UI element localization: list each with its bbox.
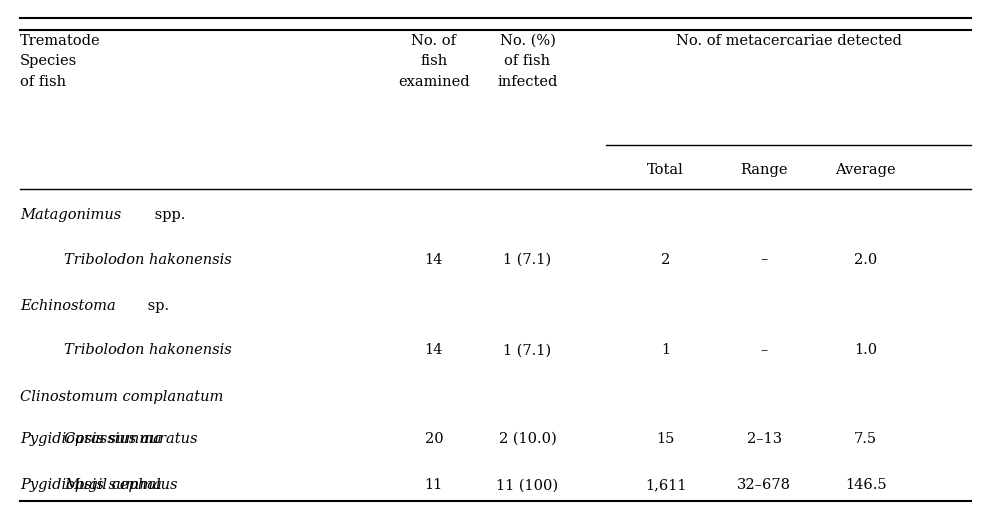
Text: Tribolodon hakonensis: Tribolodon hakonensis bbox=[64, 344, 232, 357]
Text: 14: 14 bbox=[425, 253, 443, 266]
Text: 2–13: 2–13 bbox=[746, 432, 782, 445]
Text: Pygidiopsis summa: Pygidiopsis summa bbox=[20, 432, 162, 445]
Text: Total: Total bbox=[647, 163, 684, 177]
Text: 2.0: 2.0 bbox=[854, 253, 878, 266]
Text: 20: 20 bbox=[425, 432, 443, 445]
Text: No. (%)
of fish
infected: No. (%) of fish infected bbox=[497, 34, 558, 89]
Text: 1.0: 1.0 bbox=[854, 344, 878, 357]
Text: spp.: spp. bbox=[151, 209, 185, 222]
Text: Clinostomum complanatum: Clinostomum complanatum bbox=[20, 390, 223, 404]
Text: 32–678: 32–678 bbox=[738, 479, 791, 492]
Text: Matagonimus: Matagonimus bbox=[20, 209, 121, 222]
Text: 1: 1 bbox=[661, 344, 670, 357]
Text: 1 (7.1): 1 (7.1) bbox=[504, 253, 551, 266]
Text: Average: Average bbox=[835, 163, 896, 177]
Text: Tribolodon hakonensis: Tribolodon hakonensis bbox=[64, 253, 232, 266]
Text: No. of metacercariae detected: No. of metacercariae detected bbox=[675, 34, 902, 48]
Text: Pygidiopsis summa: Pygidiopsis summa bbox=[20, 479, 162, 492]
Text: Mugil cephalus: Mugil cephalus bbox=[64, 479, 177, 492]
Text: –: – bbox=[760, 253, 768, 266]
Text: Echinostoma: Echinostoma bbox=[20, 299, 115, 313]
Text: No. of
fish
examined: No. of fish examined bbox=[398, 34, 469, 89]
Text: Trematode
Species
of fish: Trematode Species of fish bbox=[20, 34, 101, 89]
Text: Carassius auratus: Carassius auratus bbox=[64, 432, 197, 445]
Text: 14: 14 bbox=[425, 344, 443, 357]
Text: 1 (7.1): 1 (7.1) bbox=[504, 344, 551, 357]
Text: –: – bbox=[760, 344, 768, 357]
Text: sp.: sp. bbox=[143, 299, 170, 313]
Text: 11: 11 bbox=[425, 479, 443, 492]
Text: 7.5: 7.5 bbox=[854, 432, 878, 445]
Text: 2: 2 bbox=[661, 253, 670, 266]
Text: 1,611: 1,611 bbox=[645, 479, 686, 492]
Text: 146.5: 146.5 bbox=[845, 479, 886, 492]
Text: Range: Range bbox=[740, 163, 788, 177]
Text: 15: 15 bbox=[657, 432, 674, 445]
Text: 11 (100): 11 (100) bbox=[496, 479, 559, 492]
Text: 2 (10.0): 2 (10.0) bbox=[499, 432, 556, 445]
